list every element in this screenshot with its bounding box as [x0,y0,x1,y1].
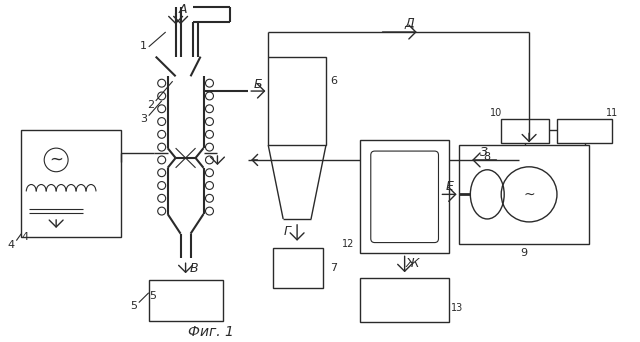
FancyBboxPatch shape [371,151,438,242]
Bar [148,280,223,321]
Text: 3: 3 [140,114,147,123]
Text: Г: Г [284,225,291,238]
Text: Д: Д [404,17,415,30]
Bar [557,119,612,143]
Text: 13: 13 [451,303,463,313]
Text: 1: 1 [140,41,147,51]
Bar [273,249,323,288]
Text: 9: 9 [520,248,527,259]
Bar [268,57,326,145]
Text: 5: 5 [148,291,156,301]
Text: 7: 7 [330,263,337,273]
Text: А: А [179,3,187,16]
Bar [360,278,449,322]
Bar [360,140,449,253]
Text: Фиг. 1: Фиг. 1 [188,325,234,339]
Text: 8: 8 [484,152,491,162]
Text: ~: ~ [49,151,63,169]
Text: 6: 6 [330,76,337,86]
Text: 11: 11 [605,108,618,118]
Text: 5: 5 [131,301,138,311]
Text: 2: 2 [147,100,154,110]
Text: 4: 4 [8,239,15,250]
Text: Б: Б [254,78,262,91]
Text: Ж: Ж [406,257,419,270]
Text: 12: 12 [342,239,354,249]
Bar [460,145,589,244]
Bar [501,119,549,143]
Text: 10: 10 [490,108,502,118]
Text: ~: ~ [524,187,535,201]
Text: В: В [189,262,198,275]
Text: Е: Е [445,180,453,193]
Bar [21,130,121,237]
Text: 4: 4 [21,232,28,242]
Text: З: З [480,146,488,159]
